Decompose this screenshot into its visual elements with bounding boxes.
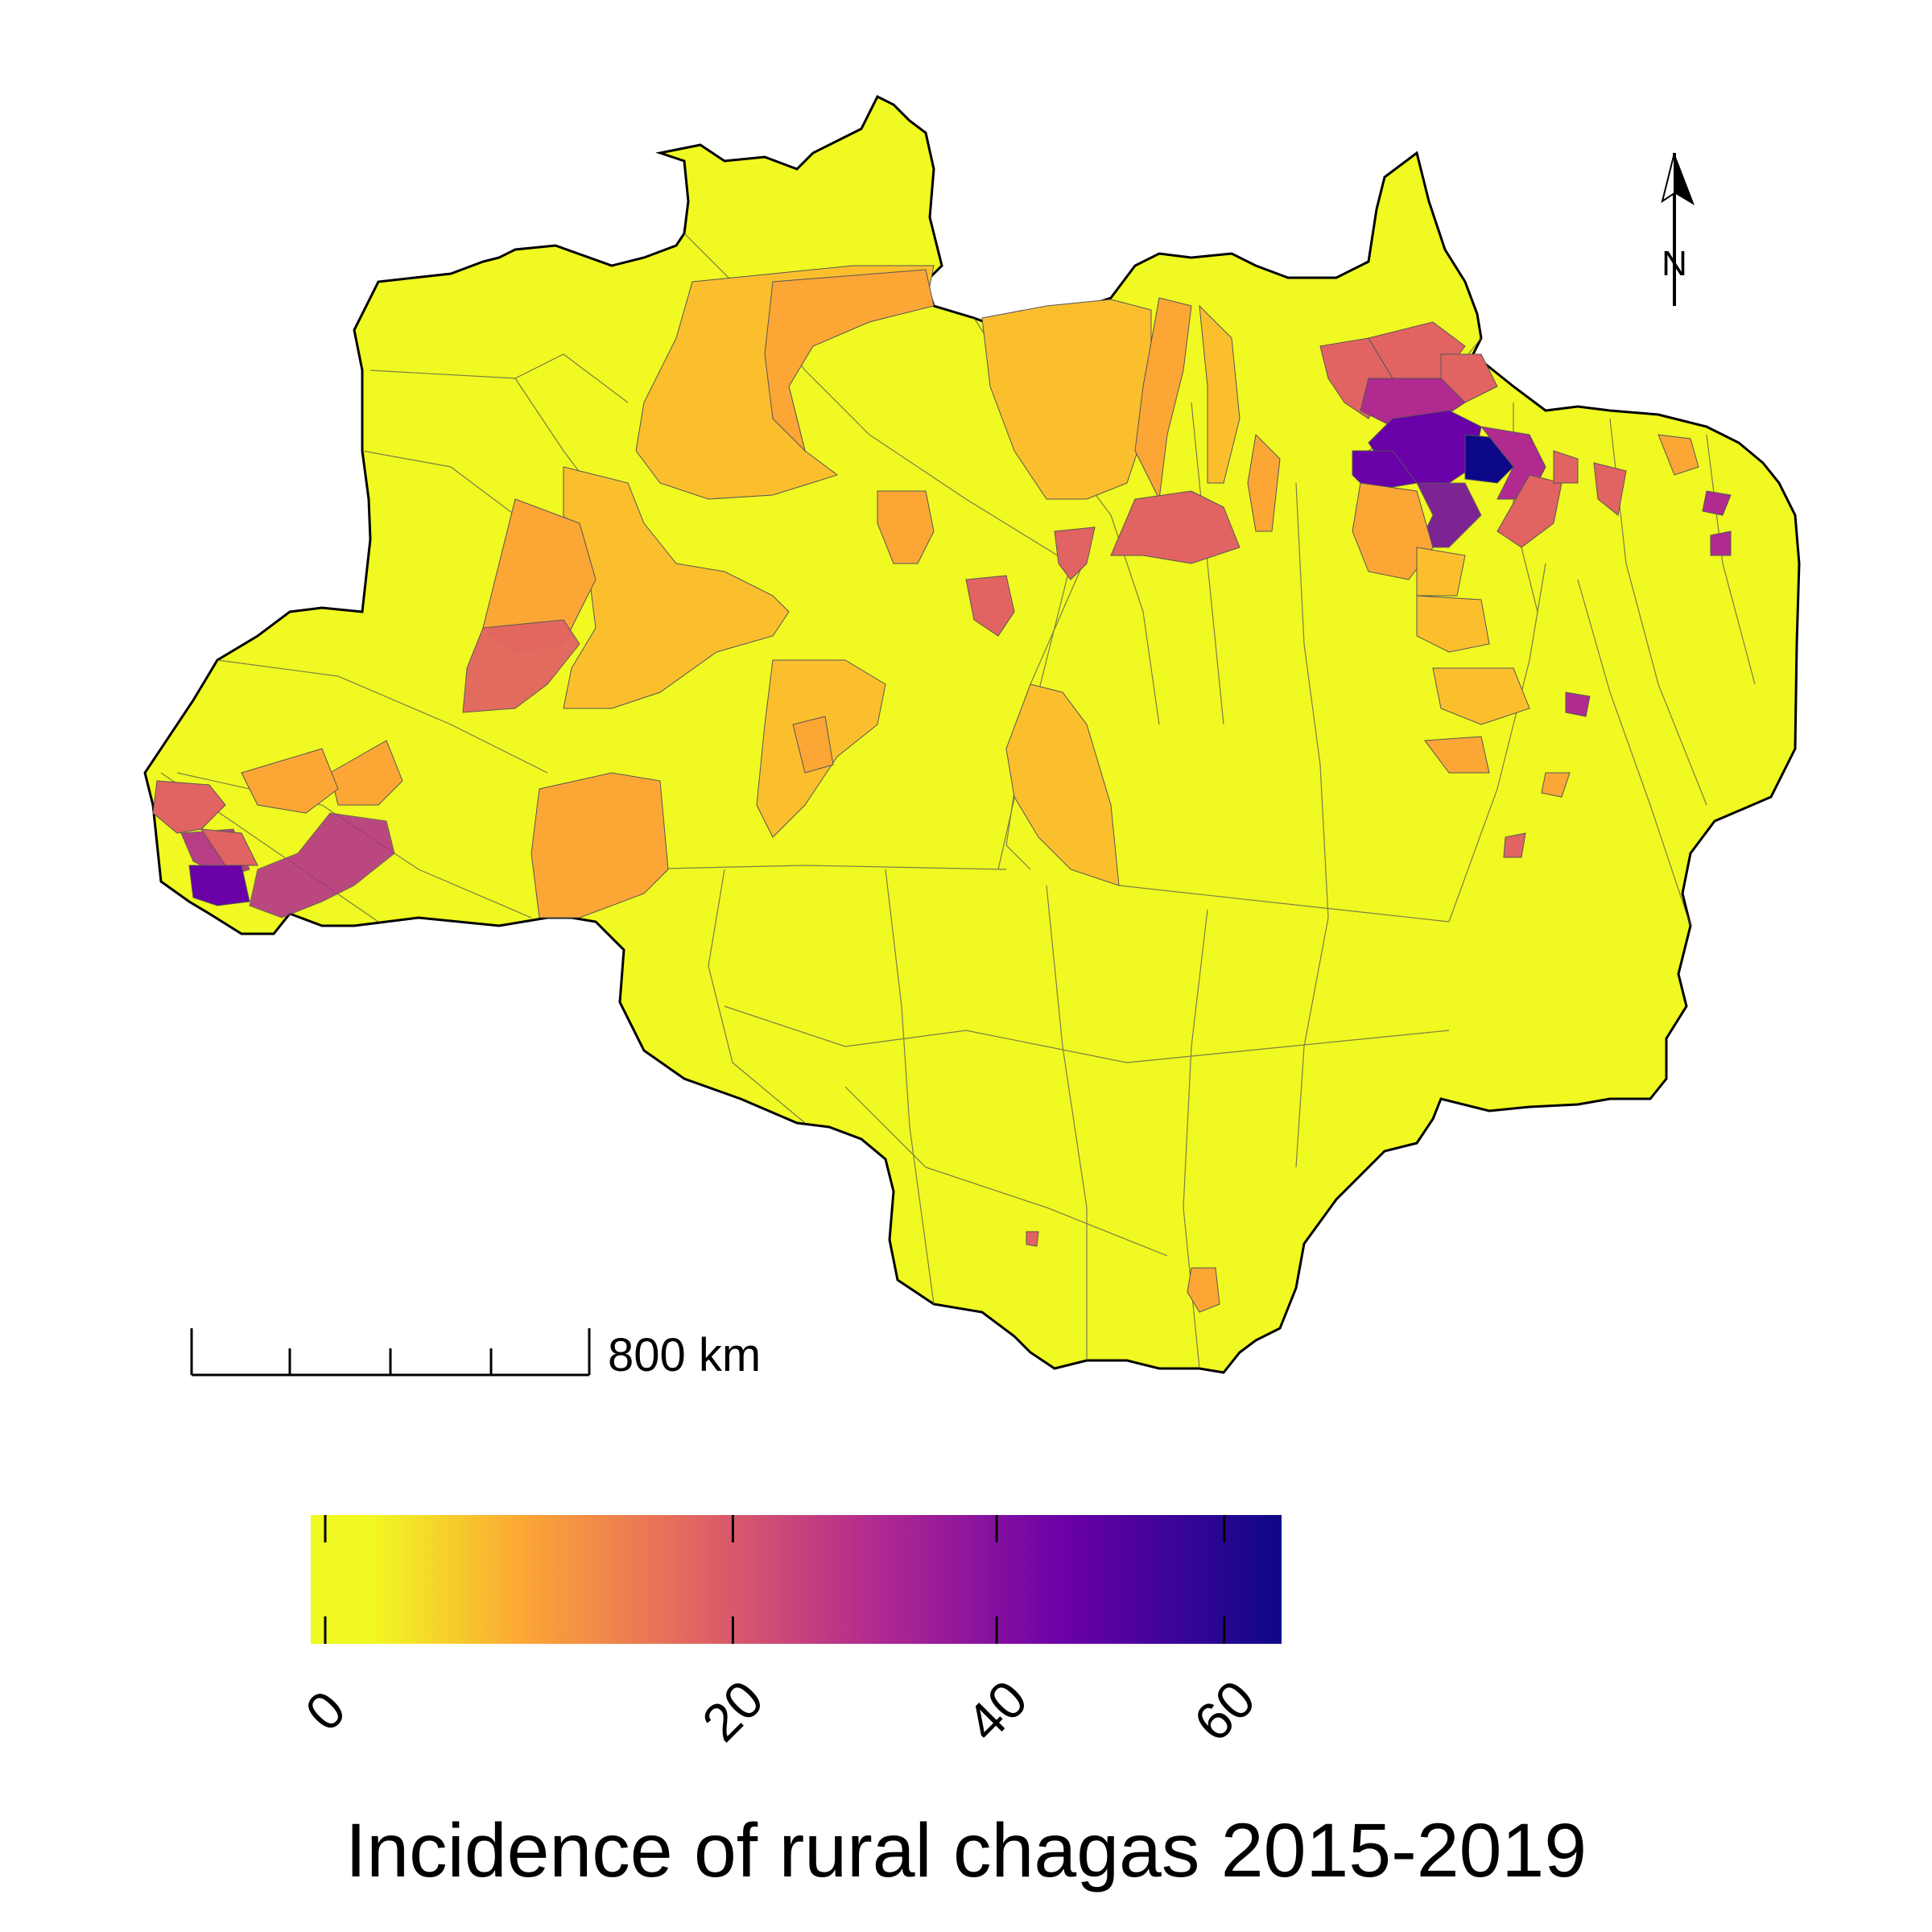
region-salmon-1 [1110,490,1241,564]
region-salmon-14 [1503,832,1526,858]
region-magenta-4 [1416,482,1482,548]
region-salmon-4 [462,619,580,713]
region-orange-21 [1424,736,1490,774]
region-salmon-12 [1593,462,1627,516]
region-orange-5 [1199,304,1241,484]
region-outline [143,94,1801,1374]
region-orange-4 [1134,297,1192,501]
high-incidence-regions [152,265,1732,1313]
region-orange-2 [764,269,935,452]
scale-bar [190,1328,591,1377]
region-orange-14 [241,748,339,814]
region-salmon-15 [1026,1231,1039,1247]
region-orange-22 [1541,772,1571,798]
region-purple-3 [1352,450,1418,492]
region-orange-15 [792,716,834,774]
region-orange-12 [1005,683,1120,886]
region-orange-6 [1247,433,1281,532]
north-label: N [1662,244,1687,283]
scale-bar-label: 800 km [608,1329,762,1381]
region-salmon-11 [1553,450,1579,484]
region-orange-23 [1187,1267,1220,1313]
legend-tick-marks [324,1515,1226,1644]
region-orange-3 [981,299,1152,500]
legend-title: Incidence of rural chagas 2015-2019 [345,1808,1587,1893]
region-magenta-7 [1710,530,1732,556]
region-salmon-9 [1440,353,1498,403]
region-orange-13 [329,740,403,806]
region-orange-7 [877,490,935,564]
region-orange-17 [1416,547,1466,597]
region-orange-19 [1416,595,1490,653]
north-arrow: N [1661,152,1695,306]
region-magenta-2 [249,812,395,919]
region-salmon-2 [1054,526,1096,580]
region-orange-20 [1432,667,1530,725]
region-purple-1 [188,865,250,906]
municipality-boundaries [160,233,1756,1369]
region-salmon-6 [200,828,258,866]
region-salmon-3 [965,575,1015,637]
region-orange-11 [530,772,669,919]
region-orange-16 [1352,482,1434,580]
region-orange-8 [563,466,790,709]
legend-colorbar [311,1515,1282,1644]
region-salmon-13 [1565,691,1591,717]
region-orange-18 [1657,434,1699,476]
region-magenta-6 [1702,490,1732,516]
